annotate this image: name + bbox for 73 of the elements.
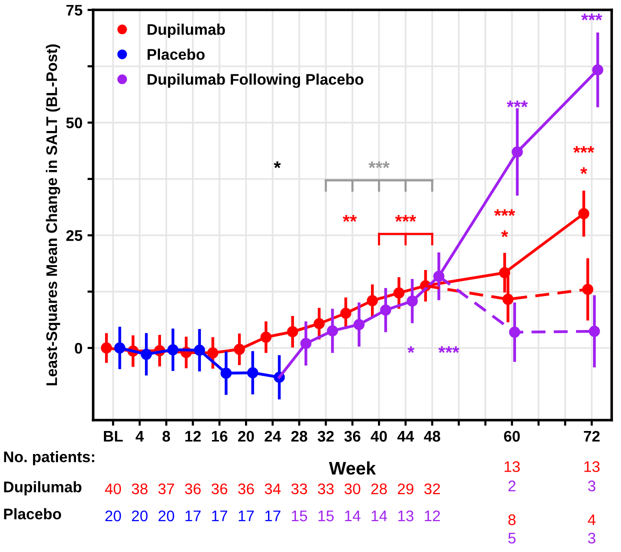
- text: 28: [371, 483, 387, 494]
- text: 17: [186, 510, 201, 522]
- text: 17: [265, 510, 280, 522]
- annotation: ***: [368, 161, 390, 168]
- text: 3: [588, 480, 596, 492]
- text: 36: [184, 483, 201, 494]
- text: Dupilumab: [4, 481, 82, 496]
- annotation: ***: [581, 14, 602, 20]
- text: 29: [398, 483, 414, 494]
- x-tick-label: 8: [162, 430, 170, 442]
- text: 38: [132, 483, 148, 494]
- x-tick-label: 4: [136, 431, 144, 442]
- annotation: **: [342, 215, 357, 222]
- x-tick-label: 16: [212, 430, 228, 442]
- annotation: ***: [573, 146, 594, 153]
- text: 12: [424, 510, 440, 522]
- annotation: ***: [506, 100, 528, 108]
- y-tick-label: 50: [66, 117, 82, 128]
- annotation: *: [501, 230, 508, 238]
- annotation: *: [580, 167, 588, 174]
- x-tick-label: 20: [238, 430, 254, 442]
- annotation: ***: [438, 346, 460, 353]
- text: 4: [588, 514, 596, 526]
- text: 33: [318, 483, 334, 494]
- annotation: *: [274, 161, 281, 168]
- text: 5: [508, 532, 516, 544]
- x-tick-label: 40: [370, 430, 387, 442]
- text: 32: [424, 483, 440, 494]
- text: 34: [264, 483, 281, 494]
- x-tick-label: 60: [504, 430, 520, 442]
- text: Placebo: [4, 508, 62, 520]
- x-tick-label: 28: [291, 430, 308, 442]
- text: 3: [588, 532, 596, 544]
- x-tick-label: 36: [344, 430, 360, 442]
- text: 36: [212, 483, 228, 494]
- y-axis-title: Least-Squares Mean Change in SALT (BL-Post): [46, 44, 60, 386]
- y-tick-label: 0: [74, 342, 82, 354]
- text: 17: [238, 510, 254, 522]
- legend-label: Dupilumab: [148, 24, 225, 38]
- text: 37: [158, 483, 174, 494]
- x-tick-label: 32: [318, 430, 334, 442]
- x-tick-label: 72: [584, 430, 600, 442]
- text: 13: [584, 461, 600, 472]
- text: 2: [508, 480, 516, 492]
- annotation: *: [407, 346, 414, 353]
- text: 13: [398, 510, 414, 522]
- x-axis-title: Week: [329, 461, 376, 475]
- text: 30: [344, 483, 360, 494]
- text: 14: [372, 510, 388, 522]
- text: 36: [238, 483, 254, 494]
- legend-label: Dupilumab Following Placebo: [148, 74, 364, 88]
- text: 13: [504, 461, 520, 472]
- x-tick-label: 24: [264, 430, 282, 442]
- text: 15: [292, 510, 308, 522]
- y-tick-label: 75: [66, 4, 82, 16]
- x-tick-label: 44: [397, 431, 414, 442]
- text: 20: [158, 510, 174, 522]
- text: 15: [318, 510, 334, 522]
- text: 40: [104, 483, 121, 494]
- annotation: ***: [494, 209, 516, 216]
- text: 8: [508, 514, 516, 526]
- x-tick-label: 48: [424, 430, 440, 442]
- legend-label: Placebo: [148, 48, 205, 60]
- x-tick-label: BL: [104, 431, 123, 442]
- text: 20: [105, 510, 121, 522]
- text: 33: [291, 483, 308, 494]
- text: 20: [132, 510, 148, 522]
- x-tick-label: 12: [185, 430, 201, 442]
- annotation: ***: [395, 215, 416, 222]
- y-tick-label: 25: [66, 230, 82, 241]
- text: 14: [345, 510, 360, 522]
- text: 17: [212, 510, 228, 522]
- text: No. patients:: [4, 451, 94, 466]
